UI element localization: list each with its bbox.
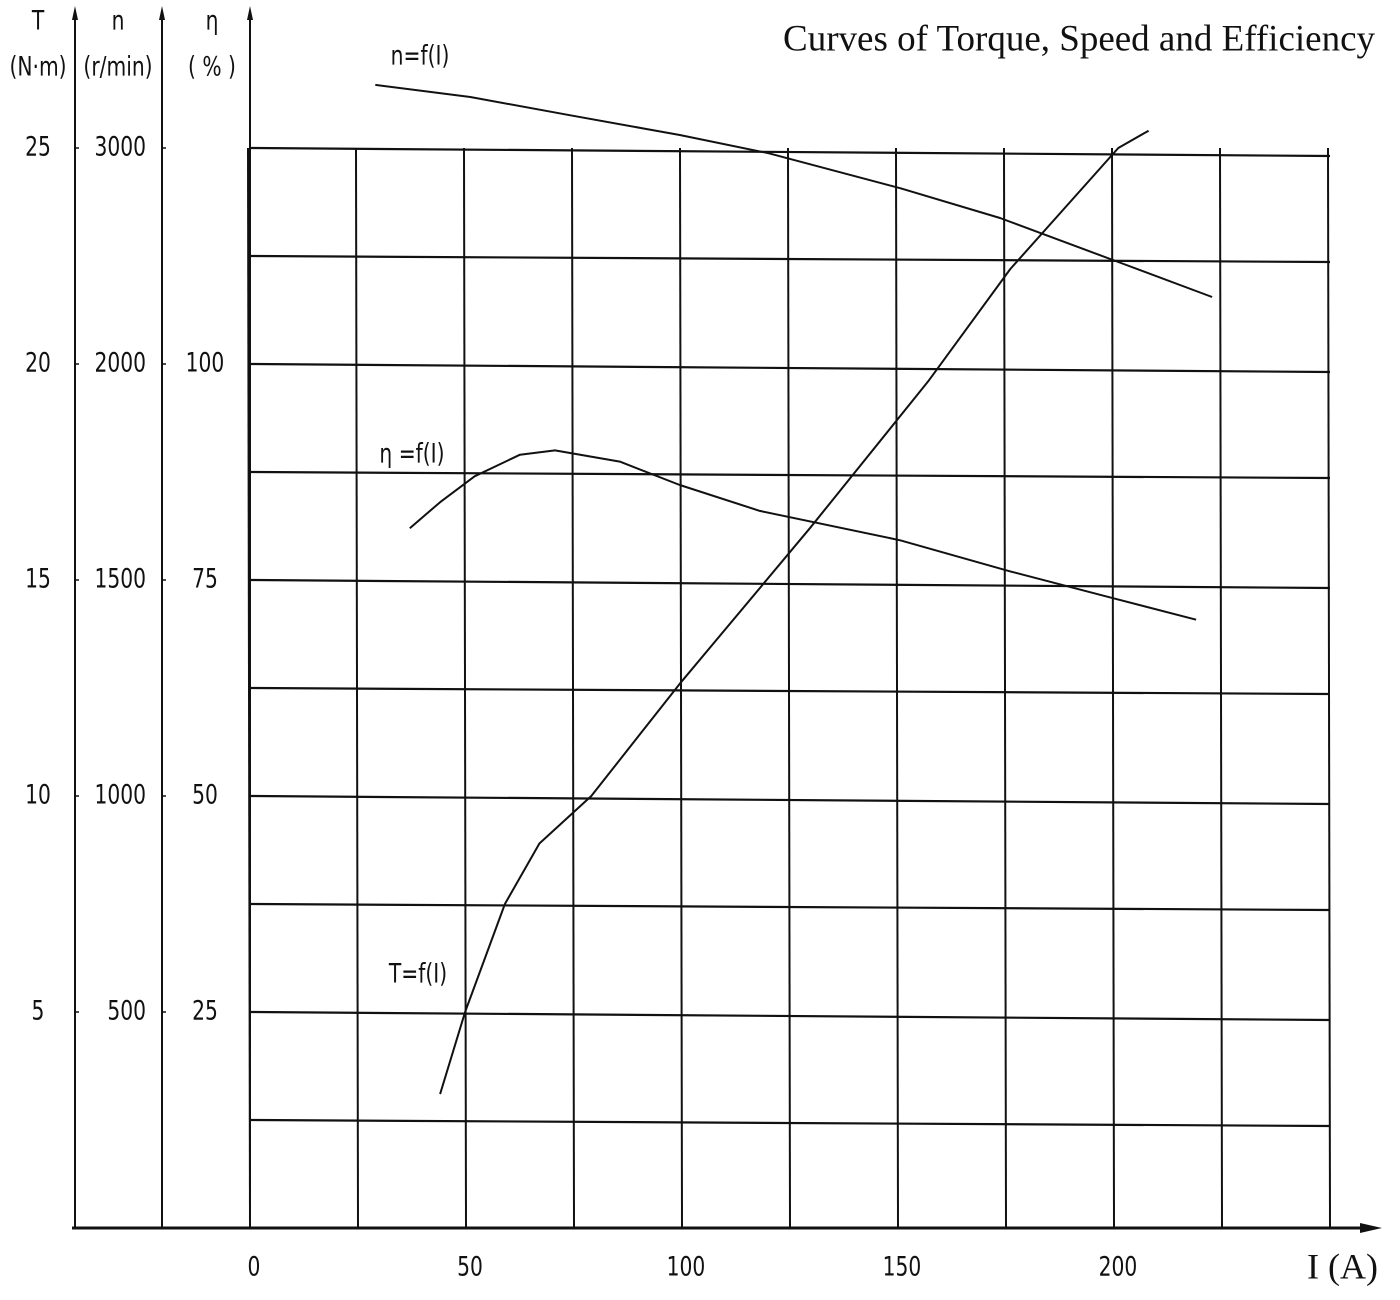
y-tick-label: 20 (25, 346, 51, 378)
grid-line (895, 147, 899, 1229)
grid-line (1111, 147, 1115, 1229)
y-tick-label: 25 (192, 994, 218, 1026)
x-tick-label: 150 (883, 1250, 922, 1282)
x-axis-label: I (A) (1307, 1246, 1378, 1286)
series-label: T=f(I) (388, 957, 447, 989)
y-axis-arrow (247, 6, 253, 20)
grid-line (249, 470, 1331, 480)
y-tick-label: 25 (25, 130, 51, 162)
y-axis-unit: ( % ) (188, 50, 236, 82)
y-tick-label: 2000 (94, 346, 146, 378)
y-tick-label: 5 (32, 994, 45, 1026)
grid-line (355, 147, 359, 1229)
y-axis-unit: (N·m) (9, 50, 66, 82)
x-tick-label: 0 (248, 1250, 261, 1282)
y-tick-label: 100 (186, 346, 225, 378)
series-line (409, 449, 1197, 621)
y-tick-label: 3000 (94, 130, 146, 162)
y-axis-symbol: T (31, 4, 45, 36)
series-line (439, 129, 1150, 1095)
y-tick-label: 1000 (94, 778, 146, 810)
y-tick-label: 500 (107, 994, 146, 1026)
grid-line (1003, 147, 1007, 1229)
chart-title: Curves of Torque, Speed and Efficiency (783, 18, 1375, 59)
y-tick-label: 75 (192, 562, 218, 594)
x-tick-label: 50 (457, 1250, 483, 1282)
grid-line (571, 147, 575, 1229)
grid-line (1219, 147, 1223, 1229)
grid-line (679, 147, 683, 1229)
grid-line (463, 147, 467, 1229)
x-tick-label: 100 (667, 1250, 706, 1282)
grid-line (1327, 147, 1331, 1229)
y-tick-label: 50 (192, 778, 218, 810)
grid-line (249, 254, 1331, 264)
grid-line (249, 362, 1331, 374)
grid-line (249, 578, 1331, 590)
series-line (375, 83, 1213, 298)
x-tick-label: 200 (1099, 1250, 1138, 1282)
y-axis-unit: (r/min) (83, 50, 152, 82)
series-label: n=f(I) (391, 39, 450, 71)
y-axis-arrow (72, 6, 78, 20)
series-label: η =f(I) (379, 437, 444, 469)
grid-line (249, 146, 1331, 158)
y-tick-label: 10 (25, 778, 51, 810)
x-axis-arrow (1360, 1223, 1382, 1233)
y-tick-label: 15 (25, 562, 51, 594)
y-axis-symbol: n (112, 4, 125, 36)
y-tick-label: 1500 (94, 562, 146, 594)
grid-line (787, 147, 791, 1229)
y-axis-symbol: η (206, 4, 219, 36)
y-axis-arrow (159, 6, 165, 20)
